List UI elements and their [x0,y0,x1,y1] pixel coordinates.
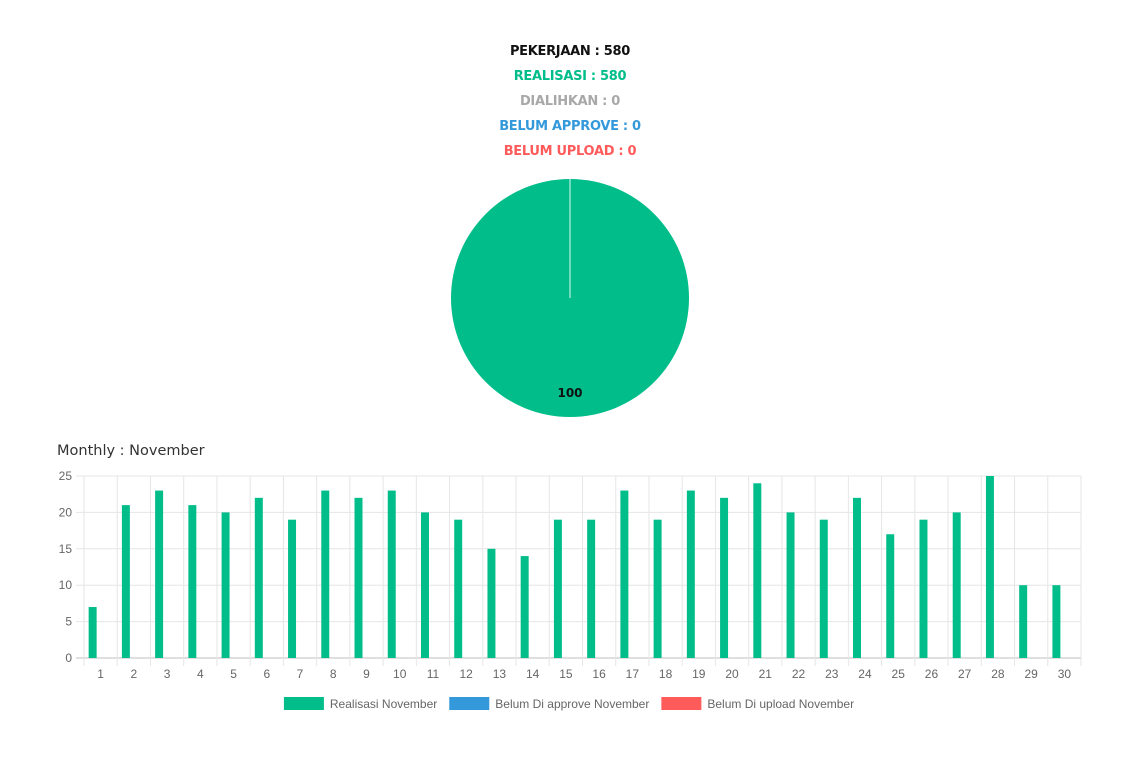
x-tick-label: 17 [626,667,640,681]
y-tick-label: 15 [59,542,73,556]
bar-realisasi[interactable] [819,519,828,658]
realisasi-count: REALISASI : 580 [513,69,627,84]
x-tick-label: 26 [925,667,939,681]
x-tick-label: 5 [230,667,237,681]
x-tick-label: 21 [759,667,773,681]
x-tick-label: 25 [892,667,906,681]
x-tick-label: 8 [330,667,337,681]
x-tick-label: 28 [991,667,1005,681]
monthly-title: Monthly : November [57,443,205,459]
y-tick-label: 5 [65,615,72,629]
bar-realisasi[interactable] [387,490,396,658]
bar-realisasi[interactable] [1052,585,1061,658]
bar-realisasi[interactable] [853,497,861,658]
bar-realisasi[interactable] [786,512,795,658]
bar-realisasi[interactable] [454,519,463,658]
x-tick-label: 9 [363,667,370,681]
x-tick-label: 7 [297,667,304,681]
x-tick-label: 6 [263,667,270,681]
x-tick-label: 2 [131,667,138,681]
x-tick-label: 13 [493,667,507,681]
bar-realisasi[interactable] [919,519,928,658]
bar-realisasi[interactable] [686,490,695,658]
legend-label[interactable]: Realisasi November [330,697,437,711]
pekerjaan-count: PEKERJAAN : 580 [509,44,631,59]
bar-realisasi[interactable] [121,505,130,658]
bar-realisasi[interactable] [985,476,994,658]
bar-realisasi[interactable] [354,497,363,658]
bar-realisasi[interactable] [587,519,596,658]
x-tick-label: 27 [958,667,972,681]
x-tick-label: 20 [725,667,739,681]
bar-realisasi[interactable] [553,519,562,658]
x-tick-label: 10 [393,667,407,681]
legend-label[interactable]: Belum Di upload November [707,697,854,711]
legend-swatch[interactable] [283,697,324,710]
legend-label[interactable]: Belum Di approve November [495,697,649,711]
bar-realisasi[interactable] [720,497,729,658]
x-tick-label: 18 [659,667,673,681]
x-tick-label: 15 [559,667,573,681]
y-tick-label: 10 [59,578,73,592]
bar-realisasi[interactable] [1019,585,1028,658]
bar-realisasi[interactable] [420,512,429,658]
x-tick-label: 4 [197,667,204,681]
x-tick-label: 23 [825,667,839,681]
bar-realisasi[interactable] [487,548,496,658]
pie-chart: 100 [451,179,689,417]
bar-realisasi[interactable] [88,607,97,658]
y-tick-label: 20 [59,505,73,519]
x-tick-label: 22 [792,667,806,681]
bar-realisasi[interactable] [753,483,762,658]
x-tick-label: 12 [460,667,474,681]
x-tick-label: 1 [97,667,104,681]
bar-realisasi[interactable] [288,519,297,658]
x-tick-label: 11 [427,667,440,681]
y-tick-label: 0 [65,651,72,665]
x-tick-label: 3 [164,667,171,681]
legend-swatch[interactable] [449,697,490,710]
dialihkan-count: DIALIHKAN : 0 [519,94,621,109]
bar-realisasi[interactable] [254,497,263,658]
y-tick-label: 25 [59,469,73,483]
legend-swatch[interactable] [661,697,702,710]
x-tick-label: 30 [1058,667,1072,681]
bar-realisasi[interactable] [653,519,662,658]
belum-upload-count: BELUM UPLOAD : 0 [503,144,637,159]
bar-realisasi[interactable] [221,512,230,658]
bar-realisasi[interactable] [886,534,895,658]
bar-realisasi[interactable] [952,512,961,658]
belum-approve-count: BELUM APPROVE : 0 [499,119,641,134]
bar-realisasi[interactable] [321,490,330,658]
bar-realisasi[interactable] [155,490,164,658]
x-tick-label: 14 [526,667,540,681]
x-tick-label: 24 [858,667,872,681]
bar-realisasi[interactable] [620,490,629,658]
bar-realisasi[interactable] [520,556,529,658]
x-tick-label: 19 [692,667,706,681]
pie-data-label: 100 [557,386,582,400]
x-tick-label: 29 [1024,667,1038,681]
x-tick-label: 16 [592,667,606,681]
bar-realisasi[interactable] [188,505,197,658]
